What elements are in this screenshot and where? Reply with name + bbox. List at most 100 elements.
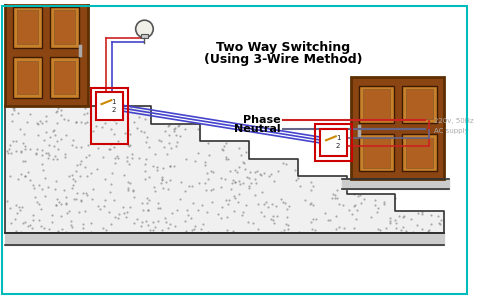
Point <box>76 161 84 166</box>
Point <box>145 144 153 149</box>
Point <box>172 132 180 137</box>
Point <box>308 226 315 231</box>
Point <box>52 178 60 183</box>
Point <box>188 183 195 188</box>
Point <box>150 185 157 190</box>
Point <box>133 217 141 222</box>
Point <box>143 134 151 139</box>
Point <box>185 183 193 188</box>
Point <box>20 132 28 136</box>
Point <box>231 180 239 185</box>
Point <box>198 227 205 232</box>
Point <box>253 169 261 174</box>
Point <box>306 201 313 206</box>
Point <box>202 162 209 167</box>
Point <box>244 220 252 224</box>
Point <box>19 159 26 164</box>
Text: Two Way Switching: Two Way Switching <box>216 41 350 54</box>
Point <box>187 216 195 220</box>
Point <box>83 120 91 125</box>
Point <box>127 181 134 186</box>
Point <box>70 137 77 142</box>
Point <box>8 118 15 123</box>
Point <box>158 175 166 179</box>
Point <box>77 119 85 124</box>
Point <box>78 197 85 202</box>
Point <box>231 196 239 201</box>
Point <box>207 168 215 173</box>
Point <box>120 205 127 210</box>
Point <box>235 165 243 170</box>
Point <box>191 224 198 228</box>
Bar <box>402 134 437 172</box>
Point <box>204 230 212 235</box>
Point <box>94 145 102 150</box>
Point <box>281 227 288 232</box>
Point <box>54 146 62 151</box>
Point <box>62 133 70 138</box>
Point <box>46 226 53 231</box>
Point <box>307 187 315 192</box>
Point <box>159 186 167 190</box>
Point <box>181 189 189 194</box>
Bar <box>315 124 352 161</box>
Point <box>203 210 210 214</box>
Point <box>276 229 284 234</box>
Point <box>312 216 320 221</box>
Point <box>6 205 14 210</box>
Point <box>70 197 77 202</box>
Point <box>126 131 134 136</box>
Point <box>264 205 271 209</box>
Point <box>170 127 178 132</box>
Point <box>55 229 62 234</box>
Point <box>226 198 233 203</box>
Point <box>380 201 388 206</box>
Point <box>201 180 209 185</box>
Point <box>37 223 45 228</box>
Point <box>68 224 76 229</box>
Point <box>24 170 32 175</box>
Point <box>252 170 259 175</box>
Point <box>12 202 20 207</box>
Point <box>123 155 131 160</box>
Bar <box>12 57 42 98</box>
Point <box>257 209 265 214</box>
Point <box>66 174 73 179</box>
Point <box>48 220 56 224</box>
Point <box>103 108 111 113</box>
Point <box>76 173 84 178</box>
Point <box>14 177 22 182</box>
Point <box>166 221 173 226</box>
Point <box>54 139 61 144</box>
Point <box>180 219 188 224</box>
Text: Neutral: Neutral <box>235 124 281 134</box>
Point <box>53 157 61 161</box>
Point <box>227 187 235 191</box>
Point <box>67 218 74 223</box>
Point <box>166 123 173 128</box>
Point <box>199 221 206 226</box>
Point <box>205 153 213 158</box>
Point <box>16 208 24 213</box>
Point <box>204 170 211 175</box>
Point <box>90 129 97 134</box>
Point <box>301 198 309 203</box>
Point <box>399 225 407 230</box>
Point <box>32 152 40 157</box>
Point <box>209 169 217 174</box>
Point <box>52 110 60 115</box>
Point <box>277 196 285 201</box>
Point <box>292 178 300 183</box>
Point <box>62 230 70 235</box>
Point <box>240 161 248 166</box>
Bar <box>351 77 444 179</box>
Point <box>415 210 422 215</box>
Point <box>382 225 390 230</box>
Point <box>62 194 70 199</box>
Point <box>231 167 239 172</box>
Point <box>192 159 199 164</box>
Point <box>353 208 361 212</box>
Point <box>222 155 229 160</box>
Point <box>312 227 319 232</box>
Point <box>95 204 102 208</box>
